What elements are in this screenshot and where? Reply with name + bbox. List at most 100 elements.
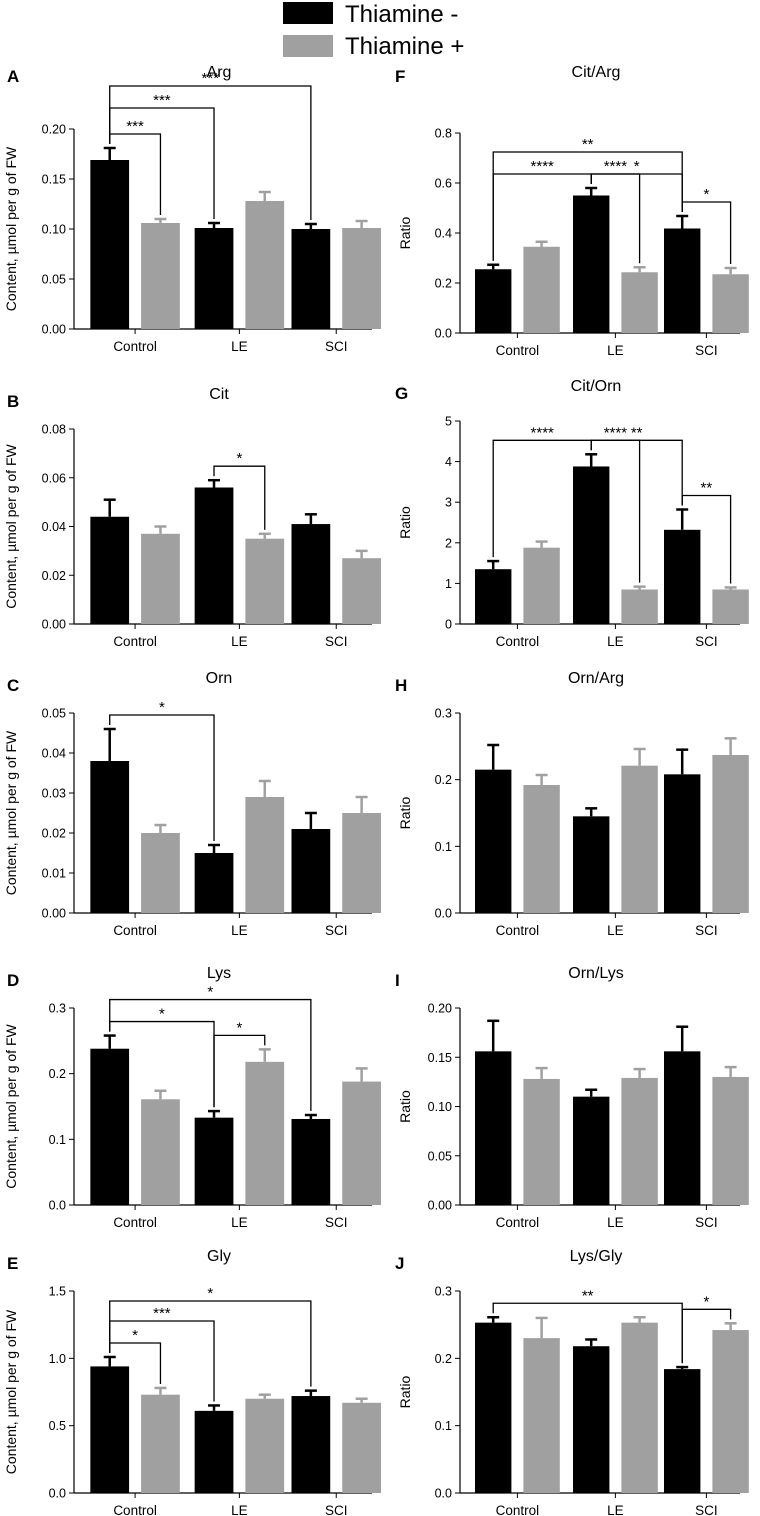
chart-panel-i: I Orn/Lys 0.00 0.05 0.10 0.15 0.20 Ratio Control… <box>395 965 749 1230</box>
y-tick-label: 0.04 <box>42 520 66 534</box>
y-axis-label: Ratio <box>397 1375 413 1408</box>
bar-thiamine-minus <box>573 466 610 624</box>
significance-label: **** <box>531 158 555 175</box>
significance-label: **** <box>604 424 628 441</box>
significance-label: ** <box>701 480 713 497</box>
bar-thiamine-plus <box>712 589 749 624</box>
y-tick-label: 0.06 <box>42 471 66 485</box>
y-tick-label: 0.08 <box>42 423 66 437</box>
y-tick-label: 0.1 <box>435 840 452 854</box>
significance-label: **** <box>531 424 555 441</box>
y-tick-label: 0.05 <box>42 273 66 287</box>
panel-letter: B <box>7 392 19 411</box>
bar-thiamine-minus <box>664 774 701 913</box>
y-tick-label: 0.02 <box>42 569 66 583</box>
y-tick-label: 0.05 <box>42 707 66 721</box>
x-tick-label: Control <box>113 339 157 354</box>
bar-thiamine-minus <box>573 816 610 913</box>
y-axis-label: Content, µmol per g of FW <box>3 1309 19 1474</box>
x-tick-label: SCI <box>695 634 718 649</box>
bar-thiamine-minus <box>475 569 512 624</box>
significance-bracket <box>109 714 215 841</box>
y-axis-label: Ratio <box>397 216 413 249</box>
bar-thiamine-minus <box>573 1346 610 1493</box>
bar-thiamine-plus <box>621 765 658 913</box>
significance-label: * <box>207 1285 213 1302</box>
significance-label: * <box>159 1006 165 1023</box>
chart-panel-h: H Orn/Arg 0.0 0.1 0.2 0.3 Ratio Control LE SCI <box>395 670 749 938</box>
x-tick-label: Control <box>496 634 540 649</box>
bar-thiamine-plus <box>523 1078 560 1205</box>
panel-letter: E <box>7 1254 18 1273</box>
y-tick-label: 0.00 <box>42 907 66 921</box>
y-tick-label: 0.4 <box>435 227 452 241</box>
significance-bracket <box>213 465 266 530</box>
chart-panel-c: C Orn 0.00 0.01 0.02 0.03 0.04 0.05 Content, µmo… <box>3 670 381 938</box>
y-tick-label: 0.3 <box>435 707 452 721</box>
panel-letter: F <box>395 67 405 86</box>
x-tick-label: Control <box>496 923 540 938</box>
x-tick-label: SCI <box>325 1503 348 1516</box>
x-tick-label: SCI <box>695 1503 718 1516</box>
bar-thiamine-plus <box>245 1061 285 1205</box>
x-tick-label: Control <box>113 1503 157 1516</box>
x-tick-label: LE <box>607 1503 624 1516</box>
x-tick-label: SCI <box>325 1215 348 1230</box>
y-tick-label: 0.10 <box>428 1100 452 1114</box>
y-tick-label: 4 <box>445 455 452 469</box>
x-tick-label: SCI <box>325 339 348 354</box>
bar-thiamine-plus <box>342 558 381 624</box>
bar-thiamine-plus <box>245 1398 285 1493</box>
x-tick-label: SCI <box>695 343 718 358</box>
y-tick-label: 0.2 <box>49 1067 66 1081</box>
y-tick-label: 0.0 <box>49 1199 66 1213</box>
y-tick-label: 0.00 <box>42 618 66 632</box>
x-tick-label: SCI <box>325 634 348 649</box>
chart-panel-a: A Arg 0.00 0.05 0.10 0.15 0.20 Content, µmol pe… <box>3 64 381 354</box>
x-tick-label: LE <box>231 339 248 354</box>
bar-thiamine-plus <box>342 1402 381 1493</box>
bar-thiamine-minus <box>475 1051 512 1205</box>
y-tick-label: 5 <box>445 415 452 429</box>
significance-bracket <box>681 201 732 264</box>
chart-title: Orn <box>206 670 233 687</box>
y-tick-label: 1 <box>445 577 452 591</box>
bar-thiamine-minus <box>90 1366 130 1493</box>
bar-thiamine-minus <box>90 761 130 913</box>
bar-thiamine-minus <box>475 1322 512 1493</box>
y-tick-label: 0.2 <box>435 1352 452 1366</box>
significance-label: * <box>703 186 709 203</box>
significance-label: ** <box>631 424 643 441</box>
y-tick-label: 0.20 <box>428 1002 452 1016</box>
significance-bracket <box>492 151 683 261</box>
bar-thiamine-minus <box>291 229 331 329</box>
y-tick-label: 1.0 <box>49 1352 66 1366</box>
y-tick-label: 0.3 <box>49 1002 66 1016</box>
bar-thiamine-minus <box>475 269 512 333</box>
y-tick-label: 0.1 <box>435 1419 452 1433</box>
significance-bracket <box>213 1034 266 1108</box>
bar-thiamine-plus <box>141 533 180 624</box>
y-axis-label: Content, µmol per g of FW <box>3 1023 19 1188</box>
legend-swatch-thiamine-plus <box>283 35 333 57</box>
y-tick-label: 2 <box>445 536 452 550</box>
y-tick-label: 0.8 <box>435 127 452 141</box>
x-tick-label: SCI <box>695 923 718 938</box>
significance-label: ** <box>582 1287 594 1304</box>
y-tick-label: 0.2 <box>435 277 452 291</box>
significance-label: * <box>132 1327 138 1344</box>
bar-thiamine-plus <box>712 274 749 333</box>
bar-thiamine-minus <box>194 1117 234 1205</box>
bar-thiamine-plus <box>523 1338 560 1493</box>
bar-thiamine-plus <box>712 755 749 913</box>
chart-title: Cit/Orn <box>571 378 622 395</box>
chart-panel-e: E Gly 0.0 0.5 1.0 1.5 Content, µmol per g of F… <box>3 1248 381 1516</box>
bar-thiamine-minus <box>664 1369 701 1493</box>
significance-label: *** <box>153 1305 171 1322</box>
bar-thiamine-plus <box>141 1099 180 1205</box>
legend-label-thiamine-minus: Thiamine - <box>345 1 458 28</box>
y-tick-label: 0.10 <box>42 223 66 237</box>
